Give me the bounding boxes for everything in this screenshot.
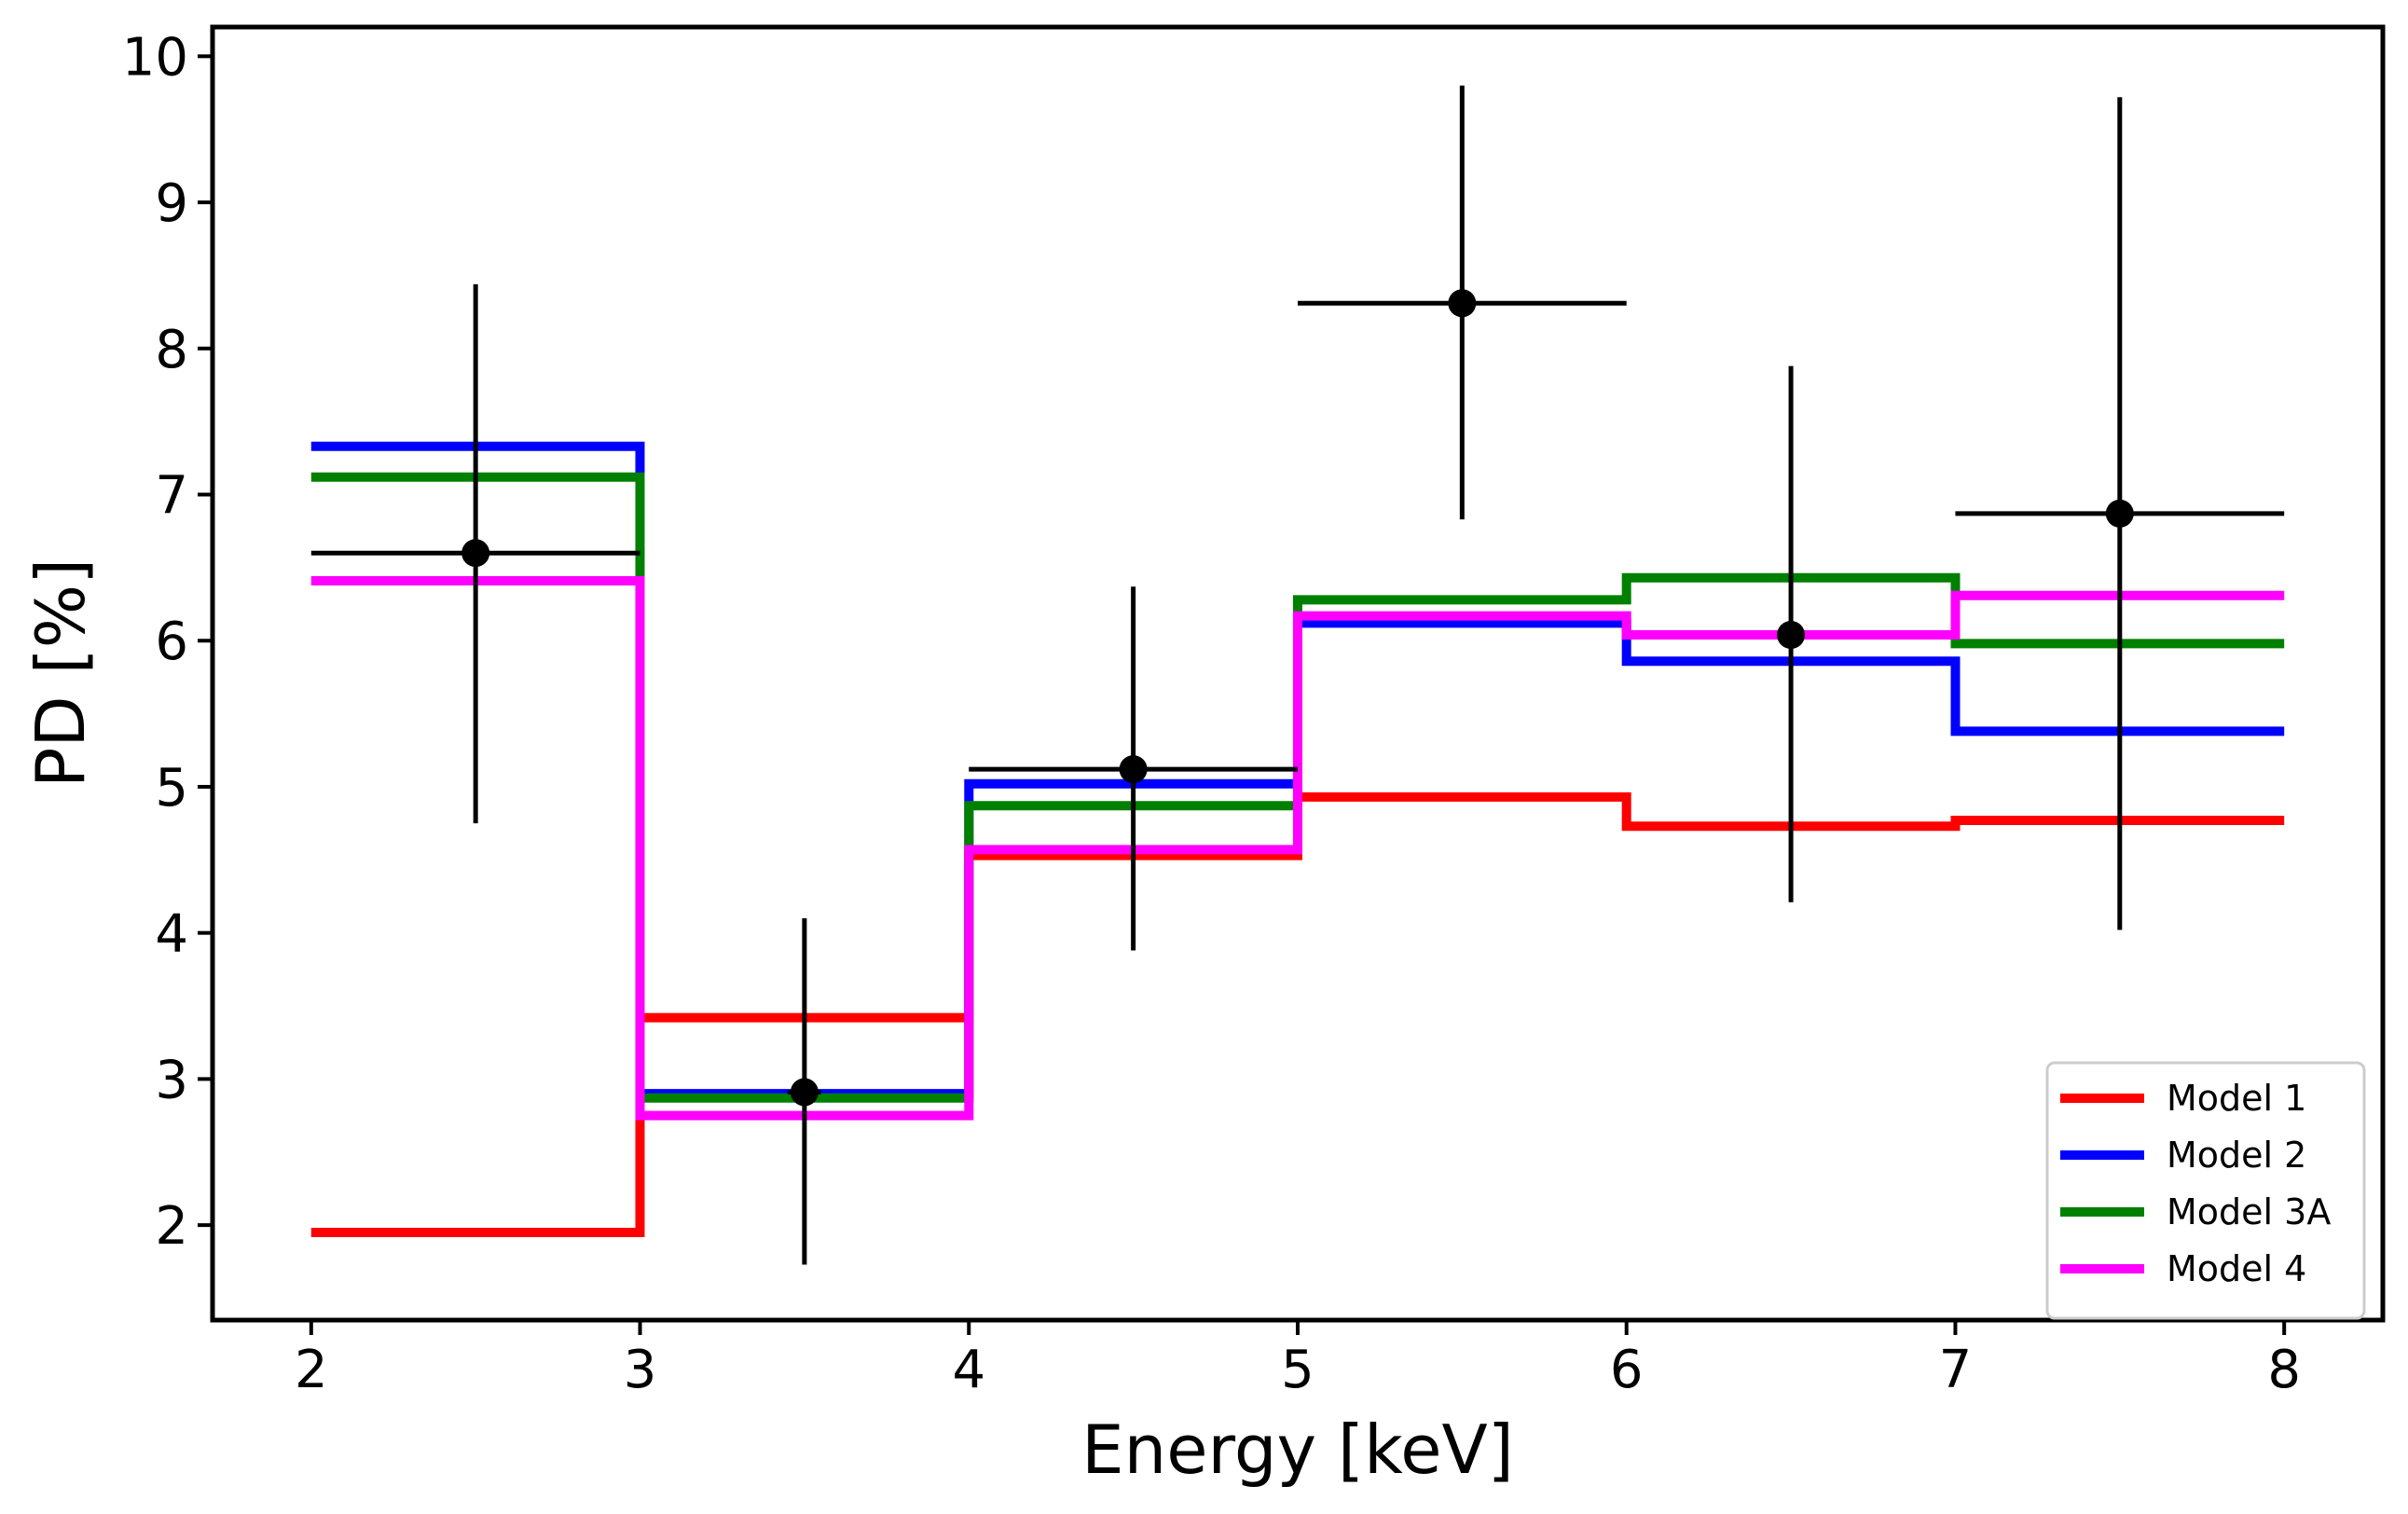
y-axis-title: PD [%] bbox=[21, 558, 100, 788]
y-tick-label: 10 bbox=[122, 27, 188, 88]
y-axis: 2 3 4 5 6 7 8 9 10 bbox=[122, 27, 213, 1257]
legend-item: Model 3A bbox=[2060, 1191, 2331, 1232]
data-point bbox=[788, 918, 821, 1265]
legend: Model 1 Model 2 Model 3A Model 4 bbox=[2045, 1061, 2366, 1320]
legend-label: Model 2 bbox=[2167, 1135, 2306, 1176]
x-tick-label: 3 bbox=[624, 1340, 657, 1400]
x-tick-label: 4 bbox=[952, 1340, 985, 1400]
legend-label: Model 4 bbox=[2167, 1248, 2306, 1289]
x-tick-label: 8 bbox=[2267, 1340, 2301, 1400]
data-point bbox=[1955, 97, 2285, 930]
data-point-marker bbox=[1448, 289, 1477, 318]
data-point-marker bbox=[2105, 499, 2134, 528]
legend-item: Model 4 bbox=[2060, 1248, 2306, 1289]
x-tick-label: 7 bbox=[1939, 1340, 1973, 1400]
series-layer bbox=[310, 441, 2285, 1237]
y-tick-label: 2 bbox=[155, 1196, 188, 1257]
y-tick-label: 7 bbox=[155, 466, 188, 527]
x-axis: 2 3 4 5 6 7 8 bbox=[295, 1320, 2301, 1400]
data-point-marker bbox=[1119, 755, 1148, 784]
data-point-marker bbox=[790, 1078, 819, 1107]
x-tick-label: 6 bbox=[1610, 1340, 1644, 1400]
legend-item: Model 2 bbox=[2060, 1135, 2306, 1176]
y-tick-label: 4 bbox=[155, 904, 188, 965]
data-point bbox=[310, 283, 640, 824]
data-point-marker bbox=[461, 539, 490, 568]
y-tick-label: 9 bbox=[155, 173, 188, 234]
legend-label: Model 1 bbox=[2167, 1078, 2306, 1119]
data-point-marker bbox=[1777, 620, 1806, 649]
y-tick-label: 5 bbox=[155, 758, 188, 819]
x-tick-label: 2 bbox=[295, 1340, 328, 1400]
x-tick-label: 5 bbox=[1281, 1340, 1314, 1400]
legend-label: Model 3A bbox=[2167, 1191, 2331, 1232]
data-point bbox=[1777, 365, 1806, 902]
data-points-layer bbox=[310, 85, 2285, 1265]
x-axis-title: Energy [keV] bbox=[1081, 1411, 1514, 1489]
series-line-model-4 bbox=[310, 576, 2285, 1121]
y-tick-label: 3 bbox=[155, 1050, 188, 1110]
y-tick-label: 8 bbox=[155, 320, 188, 380]
legend-box bbox=[2045, 1061, 2366, 1320]
data-point bbox=[969, 586, 1298, 951]
data-point bbox=[1298, 85, 1627, 520]
y-tick-label: 6 bbox=[155, 612, 188, 672]
legend-item: Model 1 bbox=[2060, 1078, 2306, 1119]
